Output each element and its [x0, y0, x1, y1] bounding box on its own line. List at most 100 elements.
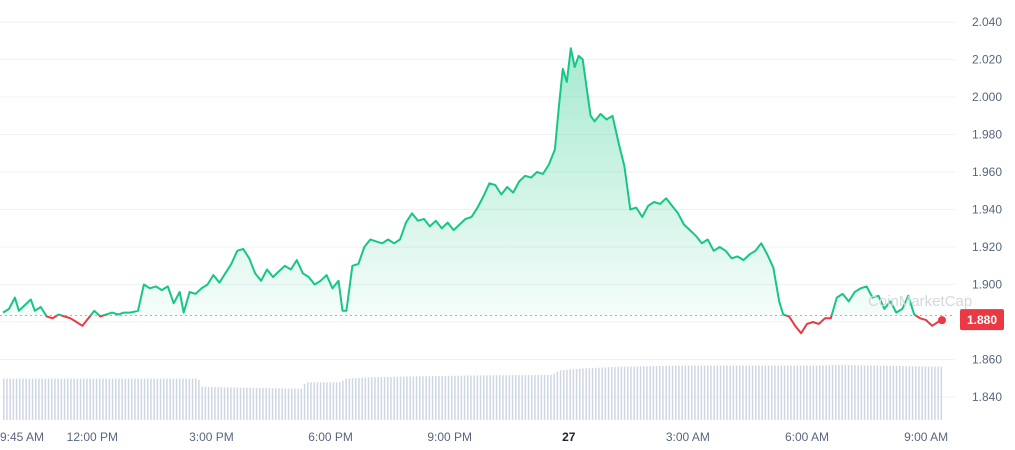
volume-bar	[451, 375, 453, 420]
volume-bar	[787, 365, 789, 420]
volume-bar	[527, 375, 530, 420]
volume-bar	[515, 375, 517, 420]
volume-bar	[739, 365, 741, 420]
volume-bar	[614, 366, 616, 420]
volume-bar	[460, 375, 463, 420]
volume-bar	[806, 365, 808, 420]
volume-bar	[249, 387, 251, 420]
volume-bar	[611, 367, 613, 420]
volume-bar	[918, 366, 920, 420]
volume-bar	[908, 366, 911, 420]
y-tick-label: 1.940	[972, 203, 1002, 217]
volume-bar	[825, 365, 827, 420]
volume-bar	[57, 378, 59, 420]
volume-bar	[387, 376, 389, 420]
volume-bar	[719, 365, 722, 420]
volume-bar	[921, 366, 923, 420]
volume-bar	[28, 378, 31, 420]
volume-bar	[47, 378, 50, 420]
volume-bar	[623, 366, 626, 420]
volume-bar	[857, 365, 859, 420]
volume-bar	[870, 365, 872, 420]
volume-bar	[399, 376, 402, 420]
x-tick-label: 6:00 AM	[785, 430, 829, 444]
volume-bar	[751, 365, 754, 420]
volume-bar	[758, 365, 760, 420]
volume-bar	[473, 375, 475, 420]
volume-bar	[550, 374, 552, 420]
volume-bar	[182, 378, 184, 420]
volume-bar	[691, 365, 693, 420]
volume-bar	[838, 364, 840, 420]
volume-bar	[390, 376, 392, 420]
y-tick-label: 1.980	[972, 128, 1002, 142]
x-tick-label: 9:00 AM	[904, 430, 948, 444]
volume-bar	[51, 378, 53, 420]
volume-bar	[479, 375, 482, 420]
volume-bar	[771, 365, 773, 420]
current-price-badge	[960, 309, 1004, 331]
volume-bar	[495, 375, 498, 420]
volume-bar	[815, 365, 818, 420]
volume-bar	[915, 366, 917, 420]
volume-bar	[467, 375, 469, 420]
volume-bar	[211, 387, 213, 420]
volume-bar	[732, 365, 735, 420]
volume-bar	[166, 378, 168, 420]
volume-bar	[927, 366, 930, 420]
volume-bar	[700, 365, 703, 420]
volume-bar	[563, 369, 565, 420]
volume-bar	[687, 365, 690, 420]
volume-bar	[297, 388, 299, 420]
volume-bar	[665, 365, 667, 420]
volume-bar	[361, 377, 363, 420]
volume-bar	[582, 368, 584, 420]
price-area-fill	[3, 48, 916, 316]
y-tick-label: 2.000	[972, 90, 1002, 104]
volume-bar	[15, 378, 18, 420]
volume-bar	[236, 387, 239, 420]
volume-bar	[102, 378, 104, 420]
x-tick-label: 6:00 PM	[308, 430, 353, 444]
volume-bar	[518, 375, 520, 420]
volume-bar	[131, 378, 133, 420]
volume-bar	[12, 378, 15, 420]
volume-bar	[585, 368, 587, 420]
volume-bar	[425, 376, 427, 420]
volume-bar	[630, 366, 632, 420]
volume-bar	[281, 388, 283, 420]
volume-bar	[595, 367, 597, 420]
volume-bar	[873, 365, 875, 420]
volume-bar	[892, 365, 895, 420]
volume-bar	[633, 366, 635, 420]
volume-bar	[54, 378, 56, 420]
volume-bar	[710, 365, 712, 420]
volume-bar	[92, 378, 95, 420]
volume-bar	[76, 378, 79, 420]
price-area	[3, 48, 916, 316]
volume-bar	[156, 378, 159, 420]
volume-bar	[124, 378, 127, 420]
volume-bar	[447, 375, 450, 420]
volume-bar	[6, 378, 8, 420]
volume-bar	[217, 387, 219, 420]
volume-bar	[476, 375, 479, 420]
volume-bar	[524, 375, 527, 420]
volume-bar	[492, 375, 495, 420]
volume-bar	[847, 365, 850, 420]
y-tick-label: 1.900	[972, 278, 1002, 292]
volume-bar	[63, 378, 66, 420]
current-price-label: 1.880	[967, 313, 997, 327]
volume-bar	[543, 374, 546, 420]
volume-bar	[844, 364, 847, 420]
volume-bar	[323, 382, 325, 420]
volume-bar	[713, 365, 715, 420]
volume-bar	[729, 365, 731, 420]
volume-bar	[678, 365, 680, 420]
volume-bar	[511, 375, 514, 420]
volume-bar	[639, 366, 642, 420]
volume-bar	[575, 369, 578, 420]
volume-bar	[284, 388, 287, 420]
volume-bar	[438, 376, 440, 420]
volume-bar	[233, 387, 235, 420]
